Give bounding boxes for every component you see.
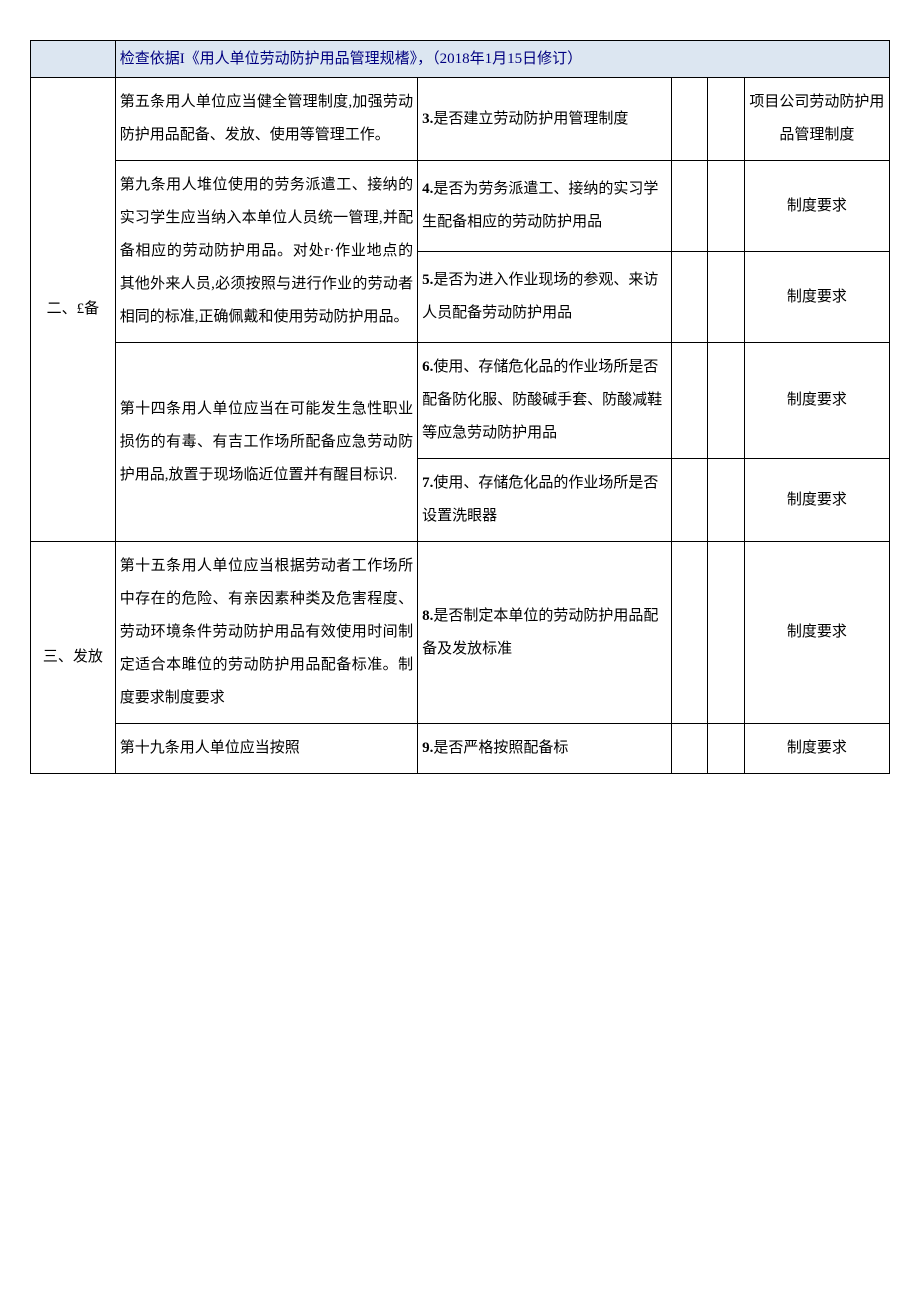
remark-cell: 制度要求 — [744, 542, 889, 724]
check-text: 使用、存储危化品的作业场所是否配备防化服、防酸碱手套、防酸减鞋等应急劳动防护用品 — [422, 359, 662, 441]
table-header-row: 检查依据I《用人单位劳动防护用品管理规榰》，（2018年1月15日修订） — [31, 41, 890, 78]
remark-text: 制度要求 — [787, 492, 847, 508]
remark-text: 制度要求 — [787, 740, 847, 756]
empty-cell — [708, 724, 744, 774]
remark-cell: 制度要求 — [744, 161, 889, 252]
basis-text: 第五条用人单位应当健全管理制度,加强劳动防护用品配备、发放、使用等管理工作。 — [120, 94, 413, 143]
table-row: 第九条用人堆位使用的劳务派遣工、接纳的实习学生应当纳入本单位人员统一管理,并配备… — [31, 161, 890, 252]
check-cell: 3.是否建立劳动防护用管理制度 — [418, 78, 672, 161]
empty-cell — [708, 252, 744, 343]
table-row: 第十四条用人单位应当在可能发生急性职业损伤的有毒、有吉工作场所配备应急劳动防护用… — [31, 343, 890, 459]
check-text: 是否为进入作业现场的参观、来访人员配备劳动防护用品 — [422, 272, 658, 321]
basis-cell: 第五条用人单位应当健全管理制度,加强劳动防护用品配备、发放、使用等管理工作。 — [115, 78, 417, 161]
header-basis: 检查依据I《用人单位劳动防护用品管理规榰》，（2018年1月15日修订） — [115, 41, 889, 78]
table-row: 第十九条用人单位应当按照 9.是否严格按照配备标 制度要求 — [31, 724, 890, 774]
category-cell-2: 二、£备 — [31, 78, 116, 542]
basis-cell: 第十九条用人单位应当按照 — [115, 724, 417, 774]
basis-text: 第九条用人堆位使用的劳务派遣工、接纳的实习学生应当纳入本单位人员统一管理,并配备… — [120, 177, 413, 325]
category-text: 二、£备 — [47, 301, 100, 317]
header-empty — [31, 41, 116, 78]
empty-cell — [708, 343, 744, 459]
empty-cell — [708, 161, 744, 252]
basis-cell: 第九条用人堆位使用的劳务派遣工、接纳的实习学生应当纳入本单位人员统一管理,并配备… — [115, 161, 417, 343]
check-text: 是否制定本单位的劳动防护用品配备及发放标准 — [422, 608, 658, 657]
remark-text: 制度要求 — [787, 289, 847, 305]
empty-cell — [672, 459, 708, 542]
check-cell: 6.使用、存储危化品的作业场所是否配备防化服、防酸碱手套、防酸减鞋等应急劳动防护… — [418, 343, 672, 459]
category-text: 三、发放 — [43, 649, 103, 665]
empty-cell — [708, 459, 744, 542]
remark-cell: 制度要求 — [744, 252, 889, 343]
basis-text: 第十四条用人单位应当在可能发生急性职业损伤的有毒、有吉工作场所配备应急劳动防护用… — [120, 401, 413, 483]
inspection-table: 检查依据I《用人单位劳动防护用品管理规榰》，（2018年1月15日修订） 二、£… — [30, 40, 890, 774]
table-row: 三、发放 第十五条用人单位应当根据劳动者工作场所中存在的危险、有亲因素种类及危害… — [31, 542, 890, 724]
empty-cell — [672, 542, 708, 724]
basis-cell: 第十四条用人单位应当在可能发生急性职业损伤的有毒、有吉工作场所配备应急劳动防护用… — [115, 343, 417, 542]
remark-cell: 制度要求 — [744, 724, 889, 774]
table-row: 二、£备 第五条用人单位应当健全管理制度,加强劳动防护用品配备、发放、使用等管理… — [31, 78, 890, 161]
check-text: 是否建立劳动防护用管理制度 — [433, 111, 628, 127]
remark-cell: 制度要求 — [744, 343, 889, 459]
remark-cell: 制度要求 — [744, 459, 889, 542]
check-text: 使用、存储危化品的作业场所是否设置洗眼器 — [422, 475, 658, 524]
remark-text: 制度要求 — [787, 392, 847, 408]
empty-cell — [672, 78, 708, 161]
check-cell: 7.使用、存储危化品的作业场所是否设置洗眼器 — [418, 459, 672, 542]
check-cell: 9.是否严格按照配备标 — [418, 724, 672, 774]
check-text: 是否为劳务派遣工、接纳的实习学生配备相应的劳动防护用品 — [422, 181, 658, 230]
basis-text: 第十九条用人单位应当按照 — [120, 740, 300, 756]
empty-cell — [672, 161, 708, 252]
basis-text: 第十五条用人单位应当根据劳动者工作场所中存在的危险、有亲因素种类及危害程度、劳动… — [120, 558, 413, 706]
empty-cell — [708, 78, 744, 161]
remark-text: 项目公司劳动防护用品管理制度 — [749, 94, 884, 143]
check-cell: 8.是否制定本单位的劳动防护用品配备及发放标准 — [418, 542, 672, 724]
check-cell: 4.是否为劳务派遣工、接纳的实习学生配备相应的劳动防护用品 — [418, 161, 672, 252]
check-cell: 5.是否为进入作业现场的参观、来访人员配备劳动防护用品 — [418, 252, 672, 343]
empty-cell — [672, 724, 708, 774]
basis-cell: 第十五条用人单位应当根据劳动者工作场所中存在的危险、有亲因素种类及危害程度、劳动… — [115, 542, 417, 724]
empty-cell — [672, 343, 708, 459]
remark-text: 制度要求 — [787, 624, 847, 640]
header-basis-text: 检查依据I《用人单位劳动防护用品管理规榰》，（2018年1月15日修订） — [120, 51, 583, 67]
empty-cell — [672, 252, 708, 343]
empty-cell — [708, 542, 744, 724]
category-cell-3: 三、发放 — [31, 542, 116, 774]
check-text: 是否严格按照配备标 — [433, 740, 568, 756]
remark-text: 制度要求 — [787, 198, 847, 214]
remark-cell: 项目公司劳动防护用品管理制度 — [744, 78, 889, 161]
